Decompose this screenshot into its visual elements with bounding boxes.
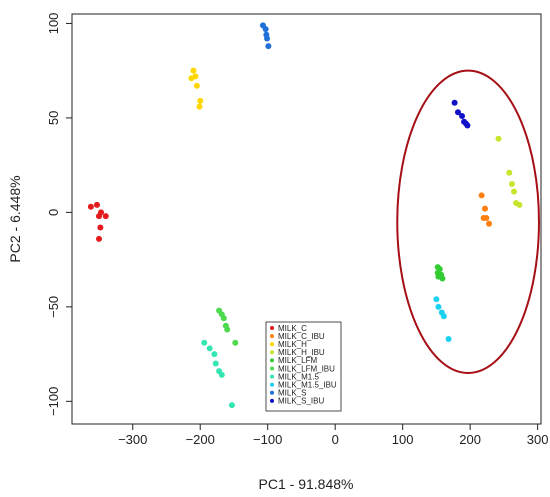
point-milk-c bbox=[95, 213, 102, 220]
point-milk-c bbox=[102, 213, 109, 220]
x-tick-label: −100 bbox=[253, 432, 282, 447]
point-milk-s-ibu bbox=[451, 99, 458, 106]
point-milk-h-ibu bbox=[495, 135, 502, 142]
x-tick-label: 300 bbox=[527, 432, 549, 447]
point-milk-m1-5-ibu bbox=[440, 313, 447, 320]
legend-label: MILK_M1.5 bbox=[278, 372, 319, 381]
legend-label: MILK_C_IBU bbox=[278, 332, 325, 341]
legend-label: MILK_LFM_IBU bbox=[278, 364, 335, 373]
axis-ticks: −300 −200 −100 0 100 200 300 −100 −50 0 50 100 bbox=[46, 13, 548, 447]
point-milk-s-ibu bbox=[463, 120, 470, 127]
point-milk-m1-5 bbox=[212, 360, 219, 367]
legend-swatch bbox=[270, 374, 274, 379]
legend-label: MILK_M1.5_IBU bbox=[278, 381, 337, 390]
point-milk-h bbox=[193, 82, 200, 89]
point-milk-h-ibu bbox=[508, 181, 515, 188]
legend-swatch bbox=[270, 342, 274, 347]
legend-swatch bbox=[270, 350, 274, 355]
point-milk-s bbox=[262, 26, 269, 33]
x-tick-label: 200 bbox=[459, 432, 481, 447]
point-milk-m1-5 bbox=[206, 345, 213, 352]
point-milk-h-ibu bbox=[516, 201, 523, 208]
point-milk-c-ibu bbox=[478, 192, 485, 199]
y-tick-label: 0 bbox=[46, 209, 61, 216]
x-tick-label: 0 bbox=[332, 432, 339, 447]
legend-swatch bbox=[270, 398, 274, 403]
point-milk-lfm-ibu bbox=[220, 315, 227, 322]
point-milk-s-ibu bbox=[454, 109, 461, 116]
highlight-ellipse bbox=[396, 69, 540, 374]
annotations bbox=[396, 69, 540, 374]
legend-label: MILK_H bbox=[278, 340, 307, 349]
point-milk-lfm bbox=[436, 266, 443, 273]
point-milk-c bbox=[93, 201, 100, 208]
legend-label: MILK_LFM bbox=[278, 356, 317, 365]
y-tick-label: −100 bbox=[46, 387, 61, 416]
point-milk-c-ibu bbox=[486, 220, 493, 227]
legend-swatch bbox=[270, 390, 274, 395]
legend-swatch bbox=[270, 366, 274, 371]
legend: MILK_CMILK_C_IBUMILK_HMILK_H_IBUMILK_LFM… bbox=[265, 321, 342, 412]
y-axis-title: PC2 - 6.448% bbox=[7, 175, 23, 262]
point-milk-s bbox=[265, 43, 272, 50]
y-tick-label: 50 bbox=[46, 111, 61, 125]
point-milk-c bbox=[87, 203, 94, 210]
point-milk-m1-5 bbox=[228, 402, 235, 409]
point-milk-m1-5 bbox=[201, 339, 208, 346]
y-tick-label: −50 bbox=[46, 296, 61, 318]
point-milk-m1-5-ibu bbox=[445, 335, 452, 342]
point-milk-m1-5-ibu bbox=[433, 296, 440, 303]
point-milk-m1-5-ibu bbox=[435, 303, 442, 310]
point-milk-h-ibu bbox=[506, 169, 513, 176]
point-milk-s bbox=[264, 35, 271, 42]
point-milk-h-ibu bbox=[511, 188, 518, 195]
point-milk-c bbox=[97, 224, 104, 231]
point-milk-s-ibu bbox=[459, 113, 466, 120]
legend-box bbox=[265, 321, 342, 412]
legend-swatch bbox=[270, 358, 274, 363]
point-milk-h bbox=[197, 97, 204, 104]
point-milk-h bbox=[192, 73, 199, 80]
x-axis-title: PC1 - 91.848% bbox=[259, 476, 354, 492]
y-tick-label: 100 bbox=[46, 13, 61, 35]
legend-label: MILK_C bbox=[278, 324, 307, 333]
legend-label: MILK_H_IBU bbox=[278, 348, 325, 357]
x-tick-label: 100 bbox=[392, 432, 414, 447]
legend-swatch bbox=[270, 382, 274, 387]
legend-swatch bbox=[270, 326, 274, 330]
x-tick-label: −200 bbox=[186, 432, 215, 447]
point-milk-lfm-ibu bbox=[224, 326, 231, 333]
legend-label: MILK_S_IBU bbox=[278, 397, 324, 406]
legend-swatch bbox=[270, 334, 274, 339]
point-milk-h bbox=[196, 103, 203, 110]
point-milk-lfm-ibu bbox=[232, 339, 239, 346]
point-milk-m1-5 bbox=[211, 351, 218, 358]
point-milk-h bbox=[190, 67, 197, 74]
point-milk-c-ibu bbox=[480, 215, 487, 222]
legend-label: MILK_S bbox=[278, 389, 306, 398]
point-milk-m1-5 bbox=[218, 371, 225, 378]
point-milk-lfm bbox=[439, 275, 446, 282]
data-points bbox=[87, 22, 523, 409]
point-milk-c-ibu bbox=[481, 205, 488, 212]
x-tick-label: −300 bbox=[118, 432, 147, 447]
plot-frame bbox=[71, 13, 542, 425]
point-milk-c bbox=[95, 235, 102, 242]
